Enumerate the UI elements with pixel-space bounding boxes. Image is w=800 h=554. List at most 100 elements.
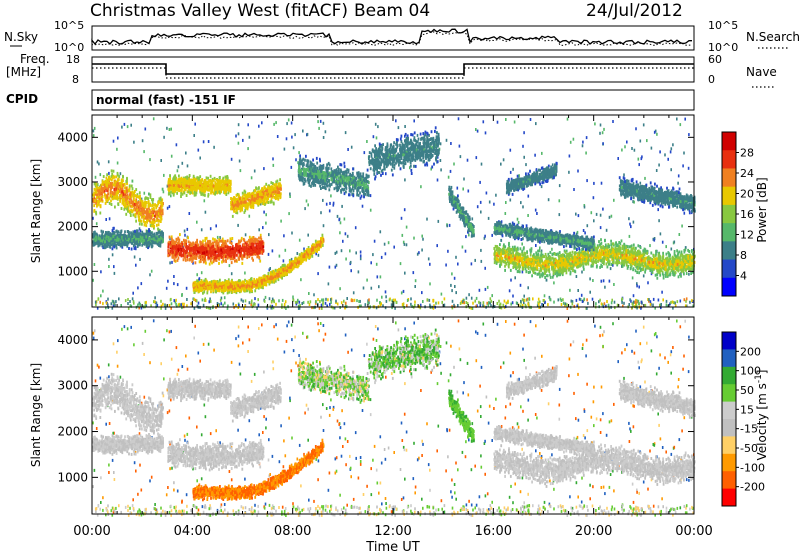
power-echo xyxy=(126,236,128,240)
power-echo xyxy=(170,154,173,158)
power-echo xyxy=(127,195,130,199)
power-echo xyxy=(429,282,431,286)
power-echo xyxy=(582,229,585,232)
power-echo xyxy=(154,203,156,207)
power-echo xyxy=(388,298,391,302)
power-echo xyxy=(160,306,162,310)
freq-tick-low: 8 xyxy=(72,73,79,86)
power-echo xyxy=(263,186,266,190)
power-echo xyxy=(142,213,145,217)
power-echo xyxy=(114,189,117,193)
date-label: 24/Jul/2012 xyxy=(586,1,683,21)
power-echo xyxy=(132,244,135,248)
power-echo xyxy=(248,238,250,242)
power-echo xyxy=(221,240,224,243)
power-echo xyxy=(262,188,264,192)
power-echo xyxy=(270,300,273,303)
power-echo xyxy=(232,197,234,201)
power-echo xyxy=(683,298,686,302)
power-echo xyxy=(322,302,324,306)
power-echo xyxy=(152,237,155,241)
power-echo xyxy=(447,249,449,253)
power-echo xyxy=(225,185,227,189)
power-echo xyxy=(160,214,162,217)
power-echo xyxy=(267,201,270,204)
power-echo xyxy=(242,243,245,247)
power-echo xyxy=(220,250,223,254)
power-echo xyxy=(681,224,683,228)
power-echo xyxy=(94,300,97,304)
power-echo xyxy=(93,126,96,130)
power-echo xyxy=(265,191,268,194)
power-echo xyxy=(154,214,156,218)
power-echo xyxy=(174,180,177,184)
power-echo xyxy=(100,235,103,239)
power-echo xyxy=(126,235,129,238)
power-echo xyxy=(244,299,247,303)
power-echo xyxy=(135,188,138,192)
power-echo xyxy=(255,196,258,200)
power-echo xyxy=(514,276,516,280)
power-echo xyxy=(118,175,121,179)
power-echo xyxy=(604,285,606,289)
power-echo xyxy=(275,190,277,194)
power-echo xyxy=(628,234,631,238)
power-echo xyxy=(192,174,195,178)
power-echo xyxy=(140,282,143,286)
power-echo xyxy=(119,182,121,185)
power-echo xyxy=(440,292,443,296)
power-echo xyxy=(404,125,406,128)
power-echo xyxy=(110,178,113,182)
power-echo xyxy=(262,202,265,206)
power-echo xyxy=(272,157,274,161)
power-echo xyxy=(421,248,423,252)
power-echo xyxy=(190,243,193,247)
power-echo xyxy=(160,201,163,205)
power-echo xyxy=(688,133,690,137)
power-echo xyxy=(292,146,295,150)
power-echo xyxy=(209,227,212,231)
power-echo xyxy=(220,246,223,250)
power-echo xyxy=(174,300,177,304)
power-echo xyxy=(168,205,171,209)
power-echo xyxy=(258,195,260,199)
power-echo xyxy=(242,299,244,303)
power-echo xyxy=(144,197,146,201)
power-echo xyxy=(98,240,100,244)
power-echo xyxy=(325,202,328,206)
power-echo xyxy=(461,245,464,249)
power-echo xyxy=(102,239,105,243)
power-echo xyxy=(642,123,645,127)
power-echo xyxy=(128,197,131,201)
power-echo xyxy=(113,231,116,235)
power-echo xyxy=(195,188,198,192)
power-echo xyxy=(379,303,382,307)
power-echo xyxy=(138,232,141,236)
power-echo xyxy=(368,306,370,310)
power-echo xyxy=(157,238,160,242)
power-echo xyxy=(172,183,175,187)
power-echo xyxy=(170,180,172,184)
power-echo xyxy=(145,201,148,204)
power-echo xyxy=(105,235,108,239)
power-echo xyxy=(172,253,175,257)
power-echo xyxy=(262,245,265,249)
power-echo xyxy=(117,189,119,193)
power-echo xyxy=(237,204,239,208)
power-echo xyxy=(265,182,268,186)
power-echo xyxy=(177,179,180,183)
power-echo xyxy=(186,164,189,168)
power-echo xyxy=(119,195,122,199)
power-echo xyxy=(120,190,122,194)
power-echo xyxy=(230,256,233,260)
power-echo xyxy=(118,233,121,237)
power-echo xyxy=(174,259,177,263)
power-echo xyxy=(119,198,121,202)
power-echo xyxy=(379,230,382,234)
power-echo xyxy=(616,303,619,307)
power-echo xyxy=(173,251,176,255)
power-echo xyxy=(173,245,175,249)
power-echo xyxy=(254,251,257,255)
power-echo xyxy=(155,215,158,219)
power-echo xyxy=(151,200,154,204)
